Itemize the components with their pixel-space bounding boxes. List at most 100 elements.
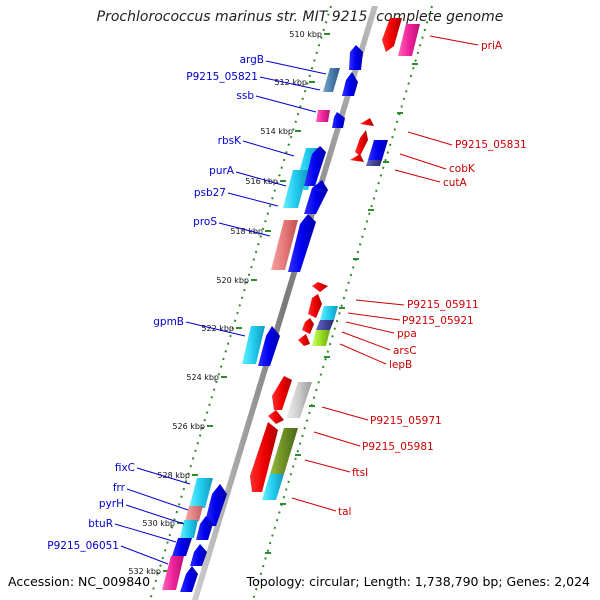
leader-ppa [345, 321, 395, 334]
leader-P9215_05971 [321, 406, 369, 421]
gene-label-psb27[interactable]: psb27 [194, 187, 226, 199]
forward-strand-genes [162, 45, 363, 592]
gene-label-arsC[interactable]: arsC [393, 345, 417, 357]
kbp-label: 512 kbp [274, 78, 307, 87]
leader-argB [265, 60, 327, 75]
gene-label-proS[interactable]: proS [193, 216, 217, 228]
leader-ssb [255, 95, 317, 113]
leader-P9215_05831 [407, 131, 453, 146]
gene-P9215_05981-arrow[interactable] [268, 410, 284, 424]
leader-pyrH [125, 504, 185, 525]
gene-ppa-band[interactable] [316, 320, 334, 330]
gene-label-ftsI[interactable]: ftsI [352, 467, 368, 479]
gene-fixC-arrow[interactable] [204, 484, 227, 526]
gene-ftsI-arrow[interactable] [250, 422, 278, 492]
gene-P9215_05821-arrow[interactable] [342, 72, 358, 96]
leader-cutA [394, 169, 441, 183]
gene-cobK-band[interactable] [368, 140, 388, 160]
gene-label-btuR[interactable]: btuR [88, 518, 113, 530]
gene-label-gpmB[interactable]: gpmB [153, 316, 184, 328]
gene-fixC-band[interactable] [189, 478, 213, 508]
leader-purA [235, 171, 287, 187]
gene-argB-arrow[interactable] [349, 45, 363, 70]
gene-proS-band[interactable] [271, 220, 298, 270]
right-gene-labels: priA P9215_05831 cobK cutA P9215_05911 P… [338, 40, 527, 518]
leader-frr [126, 488, 189, 511]
gene-purA-arrow[interactable] [304, 180, 328, 214]
gene-label-lepB[interactable]: lepB [389, 359, 412, 371]
kbp-label: 528 kbp [157, 471, 190, 480]
leader-P9215_05921 [347, 312, 401, 321]
gene-cutA-band[interactable] [366, 160, 382, 166]
gene-gpmB-band[interactable] [242, 326, 265, 364]
gene-pyrH-arrow[interactable] [196, 516, 213, 540]
gene-btuR-arrow[interactable] [190, 544, 207, 566]
gene-purA-band[interactable] [283, 170, 308, 208]
gene-P9215_05921-band[interactable] [320, 306, 338, 320]
gene-label-ssb[interactable]: ssb [236, 90, 254, 102]
gene-label-frr[interactable]: frr [113, 482, 126, 494]
gene-priA-arrow[interactable] [382, 18, 402, 52]
gene-P9215_05831-arrow[interactable] [360, 118, 374, 126]
leader-cobK [399, 153, 447, 170]
gene-btuR-band[interactable] [172, 538, 192, 556]
gene-ssb-arrow[interactable] [332, 112, 345, 128]
gene-rbsK-arrow[interactable] [304, 146, 326, 186]
gene-label-cobK[interactable]: cobK [449, 163, 476, 175]
gene-label-argB[interactable]: argB [240, 54, 264, 66]
gene-label-P9215_05821[interactable]: P9215_05821 [186, 71, 258, 83]
gene-ftsI-band[interactable] [270, 428, 298, 474]
gene-label-P9215_05911[interactable]: P9215_05911 [407, 299, 479, 311]
gene-cobK-arrow[interactable] [355, 130, 368, 156]
gene-cutA-arrow[interactable] [350, 154, 364, 162]
leader-P9215_05981 [313, 431, 361, 447]
gene-label-rbsK[interactable]: rbsK [218, 135, 242, 147]
gene-gpmB-arrow[interactable] [258, 326, 280, 366]
gene-pyrH-band[interactable] [180, 520, 198, 538]
leader-ftsI [304, 459, 351, 473]
gene-label-tal[interactable]: tal [338, 506, 351, 518]
leader-btuR [114, 523, 177, 543]
gene-label-fixC[interactable]: fixC [115, 462, 135, 474]
gene-P9215_05911-arrow[interactable] [312, 282, 328, 292]
kbp-label: 510 kbp [289, 30, 322, 39]
gene-label-P9215_05971[interactable]: P9215_05971 [370, 415, 442, 427]
gene-tal-band[interactable] [262, 474, 284, 500]
gene-label-P9215_05981[interactable]: P9215_05981 [362, 441, 434, 453]
kbp-label: 520 kbp [216, 276, 249, 285]
gene-label-P9215_05831[interactable]: P9215_05831 [455, 139, 527, 151]
leader-rbsK [242, 140, 295, 157]
kbp-label: 524 kbp [186, 373, 219, 382]
gene-proS-arrow[interactable] [288, 214, 316, 272]
gene-label-purA[interactable]: purA [209, 165, 235, 177]
gene-P9215_06051-band[interactable] [162, 556, 184, 590]
gene-ppa-arrow[interactable] [302, 318, 314, 334]
gene-label-priA[interactable]: priA [481, 40, 503, 52]
kbp-labels: 510 kbp 512 kbp 514 kbp 516 kbp 518 kbp … [128, 30, 322, 576]
gene-P9215_05971-band[interactable] [286, 382, 312, 418]
gene-label-P9215_05921[interactable]: P9215_05921 [402, 315, 474, 327]
gene-P9215_06051-arrow[interactable] [180, 566, 198, 592]
leader-psb27 [227, 192, 279, 207]
gene-P9215_05921-arrow[interactable] [308, 294, 322, 318]
gene-arsC-band[interactable] [312, 330, 330, 346]
gene-label-pyrH[interactable]: pyrH [99, 498, 124, 510]
gene-frr-band[interactable] [185, 506, 203, 521]
kbp-label: 522 kbp [201, 324, 234, 333]
kbp-label: 518 kbp [230, 227, 263, 236]
leader-gpmB [185, 321, 246, 337]
gene-label-ppa[interactable]: ppa [397, 328, 417, 340]
gene-label-cutA[interactable]: cutA [443, 177, 468, 189]
gene-label-P9215_06051[interactable]: P9215_06051 [47, 540, 119, 552]
gene-lepB-arrow[interactable] [298, 334, 310, 346]
left-leader-lines [114, 60, 327, 565]
accession-info: Accession: NC_009840 [8, 574, 151, 589]
kbp-label: 514 kbp [260, 127, 293, 136]
gene-priA-band[interactable] [398, 24, 420, 56]
gene-argB-band[interactable] [323, 68, 340, 92]
gene-P9215_05971-arrow[interactable] [272, 376, 292, 410]
leader-P9215_05911 [355, 299, 405, 306]
gene-ssb-band[interactable] [316, 110, 330, 122]
